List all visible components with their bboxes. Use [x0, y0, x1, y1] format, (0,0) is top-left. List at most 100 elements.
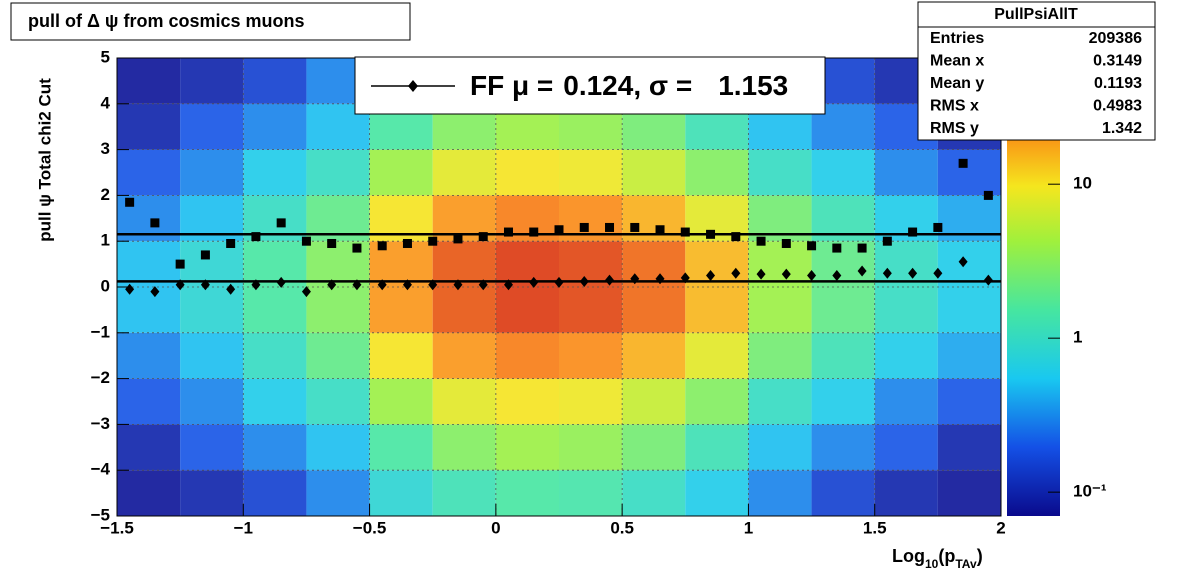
heatmap-cell	[369, 287, 433, 333]
heatmap-cell	[622, 424, 686, 471]
heatmap-cell	[748, 149, 812, 196]
legend-sigma: 1.153	[718, 70, 788, 101]
heatmap-cell	[811, 378, 875, 425]
heatmap-cell	[180, 470, 244, 516]
diamond-point	[781, 268, 791, 280]
square-point	[226, 238, 236, 248]
square-point	[276, 218, 286, 228]
heatmap-cell	[874, 241, 938, 287]
diamond-point	[756, 268, 766, 280]
diamond-point	[402, 279, 412, 291]
square-point	[529, 227, 539, 237]
y-axis-label: pull ψ Total chi2 Cut	[35, 78, 54, 242]
heatmap-cell	[685, 378, 749, 425]
diamond-point	[175, 279, 185, 291]
square-point	[857, 243, 867, 253]
diamond-point	[503, 279, 513, 291]
heatmap-cell	[369, 332, 433, 379]
heatmap-cell	[622, 378, 686, 425]
diamond-point	[958, 256, 968, 268]
diamond-point	[352, 279, 362, 291]
heatmap-cell	[937, 378, 1001, 425]
diamond-point	[983, 274, 993, 286]
square-point	[352, 243, 362, 253]
x-label-part: TAv	[955, 557, 977, 571]
diamond-point	[226, 283, 236, 295]
y-tick-label: −5	[91, 505, 110, 524]
diamond-point	[908, 267, 918, 279]
square-point	[453, 234, 463, 244]
heatmap-cell	[117, 332, 181, 379]
heatmap-cell	[432, 378, 496, 425]
square-point	[807, 241, 817, 251]
square-point	[882, 236, 892, 246]
square-point	[503, 227, 513, 237]
diamond-point	[933, 267, 943, 279]
square-point	[478, 232, 488, 242]
heatmap-cell	[559, 332, 623, 379]
heatmap-cell	[117, 149, 181, 196]
heatmap-cell	[306, 470, 370, 516]
diamond-point	[251, 279, 261, 291]
square-point	[958, 158, 968, 168]
heatmap-cell	[243, 378, 307, 425]
square-point	[933, 222, 943, 232]
heatmap-cell	[622, 470, 686, 516]
diamond-point	[579, 276, 589, 288]
diamond-point	[630, 273, 640, 285]
stats-title: PullPsiAllT	[994, 6, 1078, 23]
heatmap-cell	[306, 287, 370, 333]
stats-value: 1.342	[1102, 120, 1142, 137]
diamond-point	[453, 279, 463, 291]
diamond-point	[478, 279, 488, 291]
heatmap-cell	[369, 424, 433, 471]
heatmap-cell	[243, 58, 307, 104]
square-point	[680, 227, 690, 237]
heatmap-cell	[117, 287, 181, 333]
z-tick-label: 1	[1073, 328, 1082, 347]
heatmap-cell	[306, 332, 370, 379]
heatmap-cell	[937, 287, 1001, 333]
heatmap-cell	[874, 287, 938, 333]
heatmap-cell	[748, 241, 812, 287]
heatmap-cell	[622, 149, 686, 196]
square-point	[402, 238, 412, 248]
heatmap-cell	[622, 332, 686, 379]
heatmap-cell	[369, 378, 433, 425]
heatmap-cell	[748, 424, 812, 471]
heatmap-cell	[811, 424, 875, 471]
heatmap-cell	[811, 470, 875, 516]
x-tick-label: 2	[996, 518, 1005, 537]
diamond-point	[150, 286, 160, 298]
diamond-point	[529, 276, 539, 288]
stats-value: 0.4983	[1093, 98, 1142, 115]
legend-marker	[408, 80, 418, 92]
heatmap-cell	[432, 149, 496, 196]
stats-value: 209386	[1089, 30, 1142, 47]
heatmap-cell	[559, 287, 623, 333]
square-point	[175, 259, 185, 269]
square-point	[554, 225, 564, 235]
heatmap-cell	[685, 470, 749, 516]
y-tick-label: 5	[101, 47, 110, 66]
heatmap-cell	[243, 241, 307, 287]
heatmap-cell	[243, 103, 307, 150]
square-point	[428, 236, 438, 246]
square-point	[251, 232, 261, 242]
heatmap-cell	[117, 241, 181, 287]
square-point	[756, 236, 766, 246]
heatmap-cell	[243, 149, 307, 196]
legend-mu: 0.124	[563, 70, 633, 101]
diamond-point	[327, 279, 337, 291]
x-tick-label: −1	[234, 518, 253, 537]
stats-label: Mean y	[930, 75, 984, 92]
x-label-part: )	[977, 546, 983, 566]
heatmap-cell	[748, 332, 812, 379]
y-tick-label: 3	[101, 139, 110, 158]
diamond-point	[301, 286, 311, 298]
square-point	[781, 238, 791, 248]
diamond-point	[276, 276, 286, 288]
diamond-point	[882, 267, 892, 279]
stats-label: Entries	[930, 30, 984, 47]
heatmap-cell	[243, 287, 307, 333]
